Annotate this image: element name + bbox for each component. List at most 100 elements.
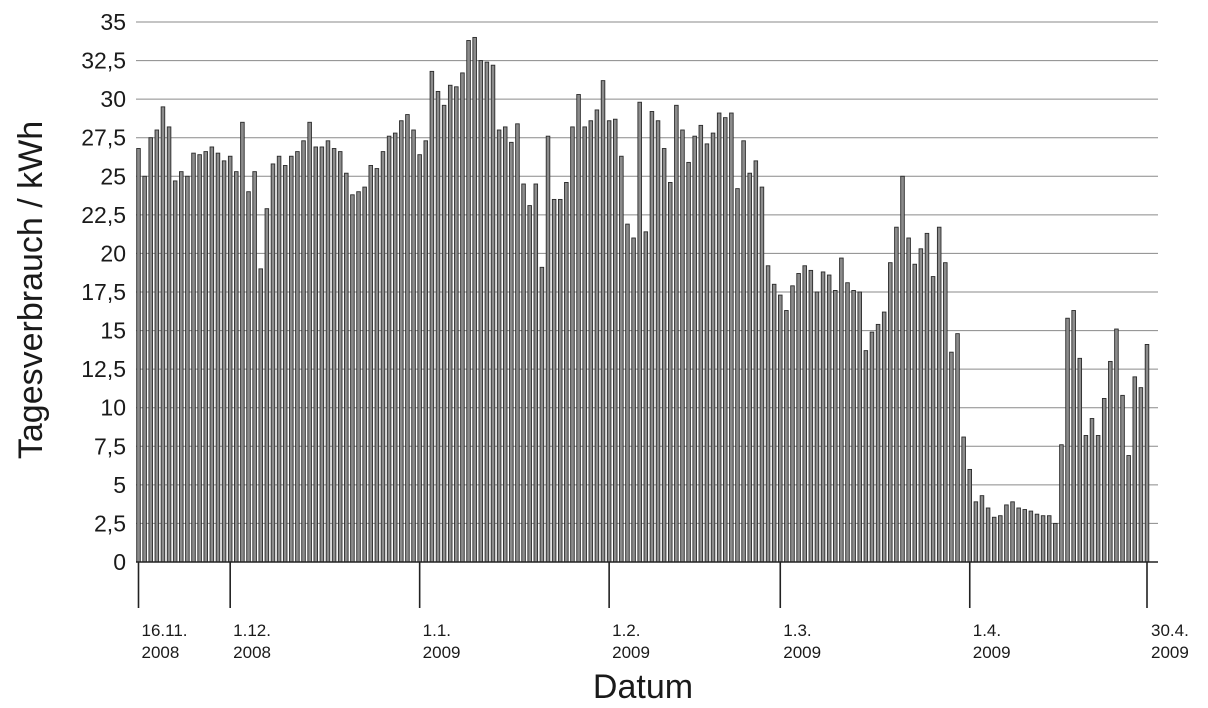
bar	[1034, 513, 1040, 563]
bar	[924, 232, 930, 563]
bar	[1059, 444, 1064, 563]
bar	[674, 104, 679, 563]
bar	[729, 112, 734, 563]
x-tick-label: 1.2.	[612, 621, 640, 640]
bar	[845, 282, 850, 563]
bar	[362, 186, 367, 563]
axes	[136, 561, 1158, 608]
bar	[527, 205, 532, 563]
y-tick-label: 17,5	[81, 279, 126, 305]
bar	[515, 123, 520, 563]
bar	[741, 140, 746, 563]
bar	[710, 132, 716, 563]
y-axis-title: Tagesverbrauch / kWh	[12, 121, 50, 459]
bar	[539, 266, 545, 563]
bar	[998, 515, 1003, 563]
bar	[961, 436, 966, 563]
bar	[344, 172, 349, 563]
bar	[759, 186, 765, 563]
y-tick-label: 7,5	[94, 433, 126, 459]
bar	[240, 121, 245, 563]
bar	[350, 194, 355, 563]
bar	[258, 268, 263, 563]
bar	[368, 165, 374, 563]
bar	[1040, 515, 1046, 563]
bar	[771, 283, 777, 563]
bar	[716, 112, 722, 563]
bar	[197, 154, 202, 563]
bar	[295, 151, 300, 563]
y-tick-label: 32,5	[81, 48, 126, 74]
bar	[209, 146, 215, 563]
bar	[1004, 504, 1009, 563]
x-tick-label: 30.4.	[1151, 621, 1189, 640]
bar	[857, 291, 862, 563]
bar	[545, 135, 551, 563]
bar	[979, 495, 985, 563]
bar	[502, 126, 508, 563]
bar	[142, 175, 147, 563]
bar	[594, 109, 600, 563]
bar	[179, 171, 184, 563]
bar	[435, 90, 441, 563]
bar	[386, 135, 392, 563]
bar	[906, 237, 911, 563]
y-tick-label: 12,5	[81, 356, 126, 382]
y-tick-label: 25	[100, 163, 126, 189]
bar	[221, 160, 227, 563]
bar	[441, 104, 447, 563]
bar	[1046, 515, 1052, 563]
bar	[276, 155, 282, 563]
bar	[826, 274, 832, 563]
bar	[930, 276, 936, 563]
bar	[417, 154, 422, 563]
bar	[148, 137, 153, 563]
bar	[1114, 328, 1119, 563]
bar	[533, 183, 539, 563]
bar	[735, 188, 740, 563]
bar	[270, 163, 276, 563]
bar	[374, 168, 380, 563]
bar	[1022, 509, 1028, 563]
y-tick-label: 35	[100, 9, 126, 35]
bar	[136, 148, 141, 563]
bar	[337, 151, 343, 563]
bar	[661, 148, 667, 563]
bar	[411, 129, 416, 563]
x-tick-label-year: 2008	[142, 643, 180, 662]
bar	[264, 208, 270, 563]
bar	[521, 183, 526, 563]
bar	[949, 351, 954, 563]
bar	[301, 140, 306, 563]
bar	[851, 290, 856, 563]
bar	[991, 516, 997, 563]
x-tick-label-year: 2009	[783, 643, 821, 662]
bar	[234, 171, 239, 563]
x-tick-label-year: 2009	[1151, 643, 1189, 662]
bar	[380, 151, 386, 563]
x-tick-label: 1.3.	[783, 621, 811, 640]
bar	[392, 132, 398, 563]
bar	[692, 135, 697, 563]
bar	[668, 182, 673, 563]
bar	[967, 468, 972, 563]
bar	[191, 152, 196, 563]
bar	[625, 223, 630, 563]
bar	[160, 106, 166, 563]
bar	[888, 262, 893, 563]
bar	[704, 143, 710, 563]
bar	[460, 72, 465, 563]
y-tick-label: 10	[100, 395, 126, 421]
bar	[509, 141, 514, 563]
bar	[496, 129, 502, 563]
bar	[325, 140, 331, 563]
bar	[1083, 435, 1089, 563]
bar	[466, 40, 471, 563]
bar	[900, 175, 905, 563]
bar	[1077, 357, 1083, 563]
bar	[1126, 455, 1131, 563]
bar	[955, 333, 960, 563]
bar	[1028, 510, 1034, 563]
bar	[875, 323, 881, 563]
